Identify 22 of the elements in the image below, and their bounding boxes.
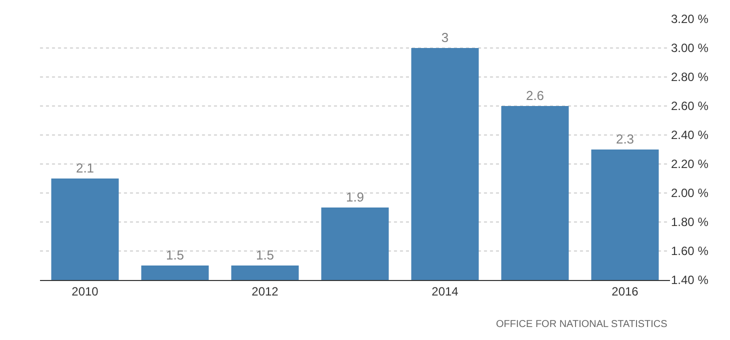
y-tick-label: 2.60 % <box>671 99 709 114</box>
y-tick-label: 3.20 % <box>671 12 709 26</box>
data-label: 2.3 <box>616 132 634 146</box>
data-label: 1.9 <box>346 190 364 204</box>
y-tick-label: 2.40 % <box>671 128 709 142</box>
y-tick-label: 2.80 % <box>671 70 709 84</box>
y-tick-label: 2.00 % <box>671 186 709 200</box>
x-tick-label: 2016 <box>612 284 639 298</box>
y-tick-label: 1.60 % <box>671 244 709 258</box>
data-label: 2.1 <box>76 160 94 176</box>
data-label: 3 <box>441 30 449 45</box>
x-tick-label: 2012 <box>252 284 279 298</box>
data-label: 1.5 <box>256 248 274 262</box>
data-label: 1.5 <box>166 248 184 262</box>
y-tick-label: 2.20 % <box>671 157 709 172</box>
y-tick-label: 1.80 % <box>671 215 709 230</box>
x-tick-label: 2010 <box>72 284 99 298</box>
data-label: 2.6 <box>526 88 544 103</box>
y-tick-label: 3.00 % <box>671 41 709 56</box>
y-tick-label: 1.40 % <box>671 273 709 288</box>
x-tick-label: 2014 <box>432 284 459 298</box>
text: OFFICE FOR NATIONAL STATISTICS <box>496 319 668 330</box>
